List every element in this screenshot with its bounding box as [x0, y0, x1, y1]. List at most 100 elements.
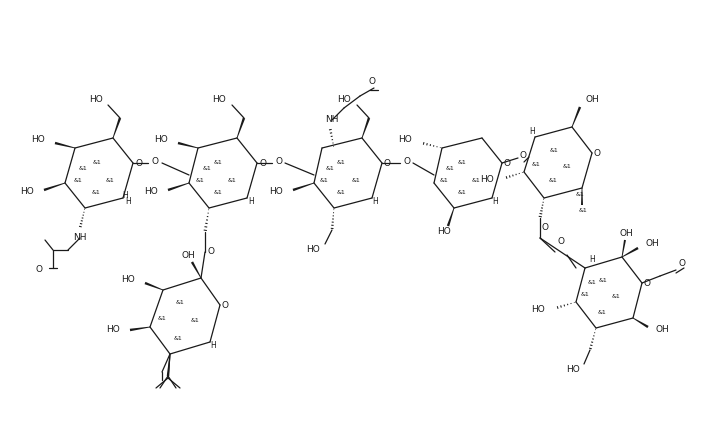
Polygon shape: [236, 117, 245, 138]
Text: &1: &1: [336, 190, 346, 195]
Text: &1: &1: [74, 178, 82, 182]
Polygon shape: [622, 247, 638, 257]
Text: HO: HO: [154, 136, 168, 145]
Text: H: H: [589, 256, 595, 265]
Text: &1: &1: [326, 165, 334, 170]
Text: OH: OH: [645, 240, 659, 248]
Text: &1: &1: [158, 315, 166, 321]
Polygon shape: [178, 142, 198, 148]
Text: &1: &1: [213, 161, 222, 165]
Text: &1: &1: [446, 165, 454, 170]
Text: O: O: [152, 157, 159, 167]
Text: &1: &1: [228, 178, 236, 182]
Text: O: O: [275, 157, 282, 167]
Text: &1: &1: [174, 335, 182, 340]
Text: HO: HO: [531, 306, 545, 315]
Polygon shape: [113, 117, 121, 138]
Text: HO: HO: [121, 276, 135, 285]
Text: O: O: [384, 159, 391, 167]
Text: &1: &1: [91, 190, 101, 195]
Text: O: O: [260, 159, 267, 167]
Text: &1: &1: [612, 295, 620, 299]
Text: HO: HO: [269, 187, 283, 196]
Text: H: H: [122, 190, 128, 200]
Text: H: H: [492, 198, 498, 206]
Text: &1: &1: [575, 192, 584, 198]
Text: O: O: [541, 223, 548, 232]
Text: OH: OH: [585, 95, 599, 104]
Text: &1: &1: [472, 178, 481, 182]
Polygon shape: [622, 240, 626, 257]
Text: HO: HO: [89, 95, 103, 103]
Text: O: O: [36, 265, 43, 274]
Polygon shape: [44, 183, 65, 191]
Text: &1: &1: [598, 277, 608, 282]
Polygon shape: [447, 208, 454, 226]
Text: OH: OH: [181, 251, 195, 259]
Text: O: O: [136, 159, 143, 167]
Text: NH: NH: [326, 115, 338, 125]
Polygon shape: [130, 326, 150, 331]
Text: H: H: [372, 198, 378, 206]
Text: HO: HO: [31, 136, 45, 145]
Text: O: O: [594, 148, 601, 157]
Text: H: H: [248, 198, 253, 206]
Text: &1: &1: [191, 318, 199, 323]
Text: &1: &1: [213, 190, 222, 195]
Text: HO: HO: [437, 228, 451, 237]
Text: O: O: [504, 159, 511, 167]
Text: &1: &1: [563, 165, 571, 170]
Text: HO: HO: [398, 136, 412, 145]
Text: O: O: [557, 237, 564, 246]
Text: O: O: [644, 279, 651, 287]
Polygon shape: [581, 188, 583, 205]
Text: &1: &1: [106, 178, 114, 182]
Text: H: H: [210, 341, 216, 351]
Text: &1: &1: [548, 178, 558, 182]
Text: O: O: [222, 301, 229, 310]
Text: HO: HO: [106, 326, 120, 335]
Text: &1: &1: [440, 178, 448, 182]
Text: &1: &1: [351, 178, 361, 182]
Text: &1: &1: [458, 190, 466, 195]
Text: O: O: [403, 157, 410, 167]
Text: &1: &1: [196, 178, 204, 182]
Polygon shape: [293, 183, 314, 191]
Text: &1: &1: [532, 162, 540, 167]
Polygon shape: [572, 106, 581, 127]
Text: H: H: [125, 198, 131, 206]
Text: HO: HO: [20, 187, 34, 196]
Polygon shape: [55, 142, 75, 148]
Polygon shape: [633, 318, 648, 328]
Text: H: H: [529, 128, 535, 137]
Text: &1: &1: [203, 165, 211, 170]
Text: &1: &1: [598, 310, 606, 315]
Text: &1: &1: [588, 281, 596, 285]
Text: &1: &1: [336, 161, 346, 165]
Text: HO: HO: [337, 95, 351, 103]
Text: OH: OH: [619, 229, 633, 238]
Text: &1: &1: [578, 207, 588, 212]
Text: &1: &1: [458, 161, 466, 165]
Polygon shape: [361, 117, 370, 138]
Text: HO: HO: [212, 95, 226, 103]
Text: &1: &1: [176, 301, 184, 306]
Polygon shape: [168, 183, 189, 191]
Text: O: O: [520, 151, 527, 161]
Text: HO: HO: [481, 176, 494, 184]
Polygon shape: [191, 261, 201, 278]
Text: NH: NH: [74, 234, 86, 243]
Text: O: O: [207, 248, 214, 257]
Text: &1: &1: [79, 165, 87, 170]
Polygon shape: [167, 354, 171, 376]
Text: HO: HO: [566, 365, 580, 374]
Text: &1: &1: [580, 293, 589, 298]
Polygon shape: [144, 282, 163, 290]
Text: OH: OH: [655, 326, 669, 335]
Text: &1: &1: [320, 178, 328, 182]
Text: &1: &1: [550, 148, 558, 153]
Text: O: O: [368, 76, 376, 86]
Text: HO: HO: [144, 187, 158, 196]
Text: O: O: [678, 259, 685, 268]
Text: HO: HO: [306, 245, 320, 254]
